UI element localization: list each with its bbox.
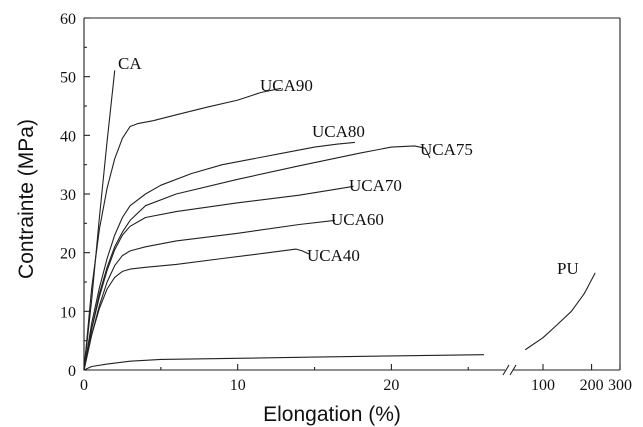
series-line-uca90: [83, 87, 282, 371]
series-line-ca: [83, 70, 116, 371]
series-label-ca: CA: [118, 54, 142, 73]
series-label-pu: PU: [557, 259, 579, 278]
series-label-uca75: UCA75: [420, 140, 473, 159]
y-tick-label: 20: [60, 246, 76, 263]
x-tick-label: 0: [80, 377, 88, 394]
series-label-uca70: UCA70: [349, 176, 402, 195]
series-line-pu-left: [83, 354, 485, 371]
x-tick-label: 300: [608, 377, 632, 394]
series-labels: CA UCA90 UCA80 UCA75 UCA70 UCA60 UCA40 PU: [118, 54, 579, 278]
x-tick-label: 200: [580, 377, 604, 394]
series-label-uca60: UCA60: [331, 210, 384, 229]
series-line-uca80: [83, 141, 356, 371]
x-tick-label: 20: [383, 377, 399, 394]
y-tick-label: 50: [60, 70, 76, 87]
series-label-uca90: UCA90: [260, 76, 313, 95]
series-line-pu-right: [525, 272, 596, 351]
x-tick-label: 10: [230, 377, 246, 394]
axis-break-mark: [502, 364, 510, 376]
y-tick-label: 60: [60, 11, 76, 28]
x-axis-title: Elongation (%): [263, 403, 401, 426]
y-tick-label: 30: [60, 187, 76, 204]
curves: [83, 70, 596, 371]
y-tick-label: 10: [60, 304, 76, 321]
series-label-uca80: UCA80: [312, 122, 365, 141]
x-tick-label: 100: [531, 377, 555, 394]
y-tick-label: 0: [68, 363, 76, 380]
y-axis-title: Contrainte (MPa): [15, 119, 38, 279]
ticks: 0 10 20 30 40 50 60 0 10 20 100 200 300: [60, 11, 632, 394]
series-line-uca75: [83, 145, 431, 371]
y-tick-label: 40: [60, 128, 76, 145]
axis-break-mark: [509, 364, 517, 376]
series-line-uca60: [83, 219, 336, 371]
series-line-uca70: [83, 185, 354, 371]
axes: [83, 17, 621, 376]
series-line-uca40: [83, 248, 309, 371]
series-label-uca40: UCA40: [307, 246, 360, 265]
